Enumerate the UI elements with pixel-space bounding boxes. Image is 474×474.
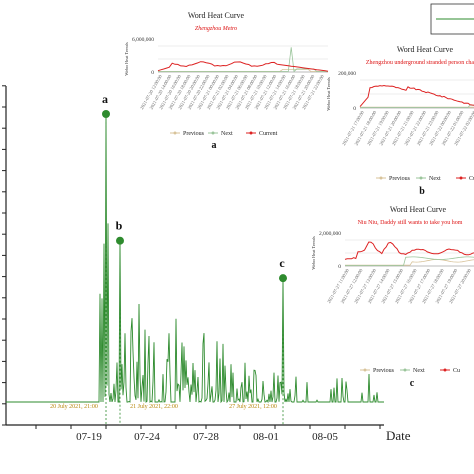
inset-subtitle: Niu Niu, Daddy still wants to take you h… — [358, 220, 463, 226]
inset-legend-label: Current — [259, 131, 278, 137]
inset-subtitle: Zhengzhou Metro — [195, 26, 237, 32]
inset-legend-marker — [211, 131, 215, 135]
main-x-tick-label: 07-19 — [76, 431, 102, 443]
inset-legend-marker — [419, 176, 423, 180]
inset-legend-marker — [363, 368, 367, 372]
inset-y-axis-label: Webo Heat Trends — [124, 42, 129, 76]
peak-label: c — [279, 256, 285, 270]
inset-legend-marker — [459, 176, 463, 180]
main-x-tick-label: 08-05 — [312, 431, 338, 443]
inset-panel-label: b — [419, 186, 425, 197]
main-x-tick-label: 08-01 — [253, 431, 279, 443]
main-x-axis-label: Date — [386, 428, 411, 443]
inset-y-axis-label: Webo Heat Trends — [326, 77, 331, 111]
inset-panel-c: Word Heat Curve Niu Niu, Daddy still want… — [311, 205, 474, 389]
main-peak-annotations: a 20 July 2021, 21:00 b 21 July 2021, 22:00… — [50, 92, 287, 425]
inset-current-line — [344, 241, 474, 260]
inset-y-tick-label: 200,000 — [338, 71, 356, 77]
main-x-tick-label: 07-28 — [193, 431, 219, 443]
main-x-ticks: 07-19 07-24 07-28 08-01 08-05 — [35, 425, 381, 443]
inset-legend-label: Previous — [183, 131, 205, 137]
inset-title: Word Heat Curve — [390, 205, 447, 214]
inset-next-line — [360, 104, 474, 108]
peak-marker — [102, 110, 110, 118]
main-series-line — [6, 113, 384, 404]
inset-title: Word Heat Curve — [188, 11, 245, 20]
inset-next-line — [158, 47, 328, 73]
inset-subtitle: Zhengzhou underground stranded person ch… — [366, 60, 474, 66]
inset-previous-line — [345, 259, 474, 266]
inset-panel-b: Word Heat Curve Zhengzhou underground str… — [326, 45, 474, 197]
inset-panel-a: Word Heat Curve Zhengzhou Metro 6,000,000 0… — [124, 11, 329, 151]
inset-y-tick-label: 0 — [338, 264, 341, 270]
peak-label: a — [102, 92, 108, 106]
inset-y-tick-label: 6,000,000 — [132, 37, 154, 43]
inset-y-axis-label: Webo Heat Trends — [311, 236, 316, 270]
inset-current-line — [359, 84, 474, 107]
inset-next-line — [345, 256, 474, 266]
inset-legend-marker — [173, 131, 177, 135]
inset-legend-label: Cu — [453, 368, 460, 374]
inset-legend-marker — [403, 368, 407, 372]
peak-date-label: 27 July 2021, 12:00 — [229, 404, 277, 410]
inset-legend-marker — [443, 368, 447, 372]
inset-y-tick-label: 0 — [353, 106, 356, 112]
peak-label: b — [116, 219, 123, 233]
peak-date-label: 21 July 2021, 22:00 — [130, 404, 178, 410]
inset-legend-label: Next — [413, 368, 425, 374]
inset-legend-marker — [379, 176, 383, 180]
peak-marker — [116, 236, 124, 245]
main-x-tick-label: 07-24 — [134, 431, 160, 443]
inset-panel-label: c — [410, 378, 415, 389]
inset-legend-marker — [249, 131, 253, 135]
inset-legend-label: Cu — [469, 176, 474, 182]
peak-date-label: 20 July 2021, 21:00 — [50, 404, 98, 410]
inset-legend-label: Previous — [389, 176, 411, 182]
peak-marker — [279, 274, 287, 283]
main-y-ticks — [2, 85, 6, 426]
inset-y-tick-label: 2,000,000 — [319, 231, 341, 237]
inset-legend-label: Previous — [373, 368, 395, 374]
inset-legend-label: Next — [221, 131, 233, 137]
inset-title: Word Heat Curve — [397, 45, 454, 54]
inset-panel-label: a — [212, 140, 217, 151]
inset-current-line — [157, 61, 329, 72]
inset-y-tick-label: 0 — [151, 70, 154, 76]
inset-legend-label: Next — [429, 176, 441, 182]
